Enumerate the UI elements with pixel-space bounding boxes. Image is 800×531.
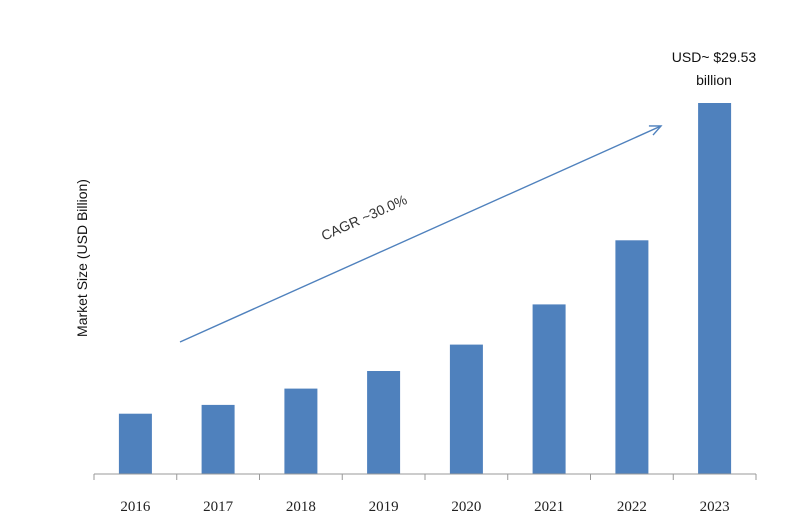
x-axis-tick-labels: 2016 2017 2018 2019 2020 2021 2022 2023 <box>120 499 729 515</box>
bar-2023 <box>698 103 732 474</box>
bar-2019 <box>367 371 401 474</box>
bar-2018 <box>284 388 318 474</box>
last-value-label-line2: billion <box>696 72 732 88</box>
bar-2020 <box>449 344 483 474</box>
bar-2016 <box>118 413 152 474</box>
bar-2022 <box>615 240 649 474</box>
cagr-label: CAGR ~30.0% <box>319 191 410 243</box>
x-tick-label-2017: 2017 <box>203 499 234 515</box>
x-tick-label-2016: 2016 <box>120 499 151 515</box>
x-tick-label-2023: 2023 <box>700 499 730 515</box>
bar-2021 <box>532 304 566 474</box>
x-tick-label-2020: 2020 <box>451 499 481 515</box>
cagr-arrow <box>179 125 663 343</box>
x-tick-label-2019: 2019 <box>369 499 399 515</box>
bar-2017 <box>201 404 235 474</box>
x-axis-ticks <box>93 474 757 480</box>
last-value-label-line1: USD~ $29.53 <box>672 49 757 65</box>
y-axis-label: Market Size (USD Billion) <box>74 179 90 337</box>
x-tick-label-2022: 2022 <box>617 499 647 515</box>
x-tick-label-2021: 2021 <box>534 499 564 515</box>
x-tick-label-2018: 2018 <box>286 499 316 515</box>
bars-group <box>118 103 732 474</box>
